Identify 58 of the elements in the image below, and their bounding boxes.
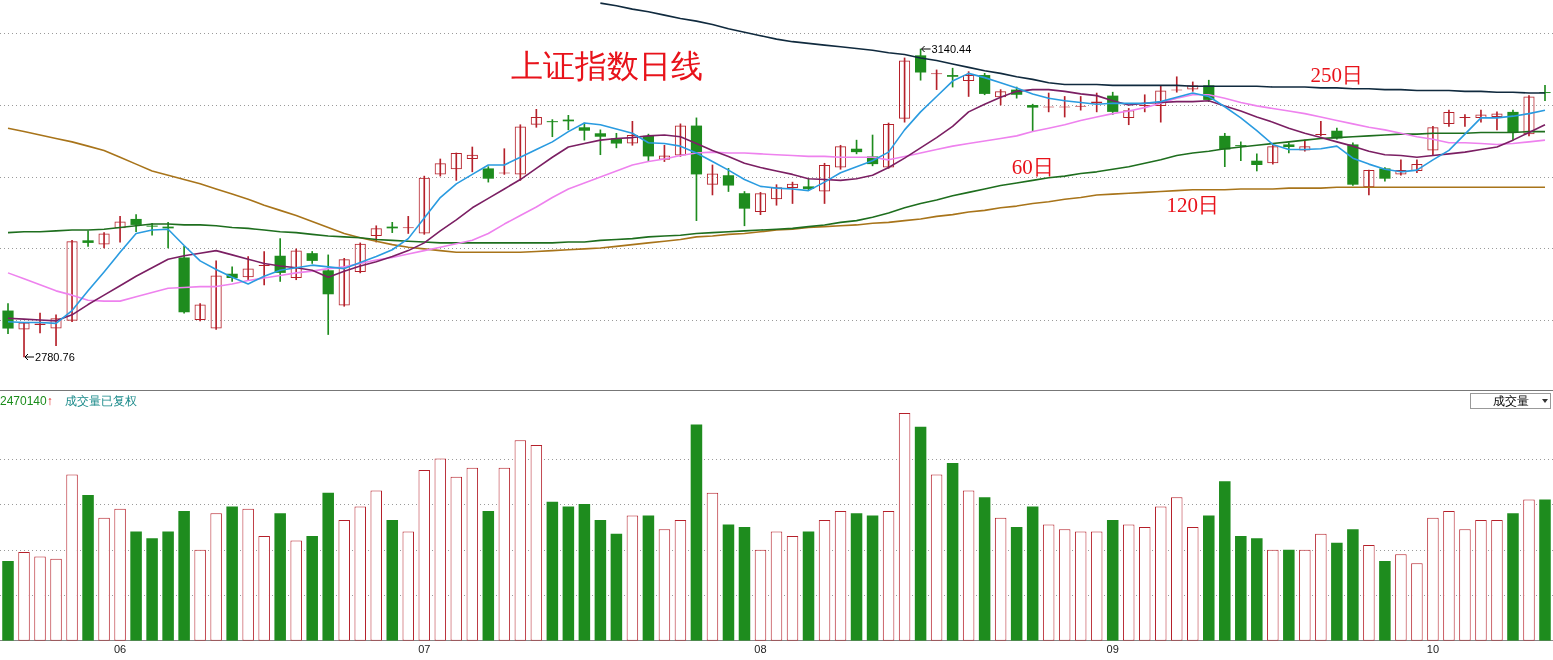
bar <box>274 513 286 641</box>
bar <box>546 501 559 641</box>
candlestick <box>82 230 94 247</box>
bar <box>306 536 318 641</box>
chart-title: 上证指数日线 <box>510 48 703 84</box>
bar <box>1235 536 1247 641</box>
bar <box>162 531 174 641</box>
x-tick-label: 08 <box>754 643 767 656</box>
candlestick <box>1459 114 1471 127</box>
bar <box>322 492 334 641</box>
bar <box>482 510 495 641</box>
x-tick-label: 09 <box>1106 643 1119 656</box>
candlestick <box>1315 120 1327 137</box>
bar <box>1026 506 1039 641</box>
x-tick-label: 06 <box>113 643 127 656</box>
bar <box>722 524 735 641</box>
bar <box>578 504 591 641</box>
series-label: 60日 <box>1011 154 1054 179</box>
bar <box>1251 538 1263 641</box>
bar <box>738 526 751 641</box>
series-label: 250日 <box>1310 63 1364 88</box>
text: 2470140↑ <box>0 394 53 408</box>
bar <box>1379 561 1391 641</box>
bar <box>1219 481 1231 641</box>
bar <box>1331 542 1343 641</box>
bar <box>226 506 238 641</box>
x-tick-label: 07 <box>418 643 431 656</box>
bar <box>690 424 703 641</box>
text: 成交量已复权 <box>64 392 137 410</box>
bar <box>946 463 959 641</box>
bar <box>1283 549 1295 641</box>
bar <box>594 520 607 641</box>
bar <box>802 531 815 641</box>
bar <box>866 515 879 641</box>
x-tick-label: 10 <box>1426 643 1440 656</box>
annotation: 2780.76 <box>35 351 75 363</box>
bar <box>178 510 190 641</box>
bar <box>1507 513 1519 641</box>
bar <box>850 513 863 641</box>
bar <box>914 426 927 641</box>
bar <box>610 533 623 641</box>
bar <box>386 520 399 641</box>
bar <box>146 538 158 641</box>
bar <box>82 495 94 641</box>
bar <box>1010 526 1023 641</box>
bar <box>1347 529 1359 641</box>
bar <box>1106 520 1119 641</box>
candlestick <box>1235 141 1247 162</box>
bar <box>1539 499 1551 641</box>
bar <box>2 561 14 641</box>
bar <box>1203 515 1215 641</box>
bar <box>130 531 142 641</box>
bar <box>978 497 991 641</box>
series-label: 120日 <box>1166 193 1220 218</box>
text: 成交量 <box>1470 393 1551 409</box>
bar <box>642 515 655 641</box>
bar <box>562 506 575 641</box>
annotation: 3140.44 <box>931 43 972 55</box>
